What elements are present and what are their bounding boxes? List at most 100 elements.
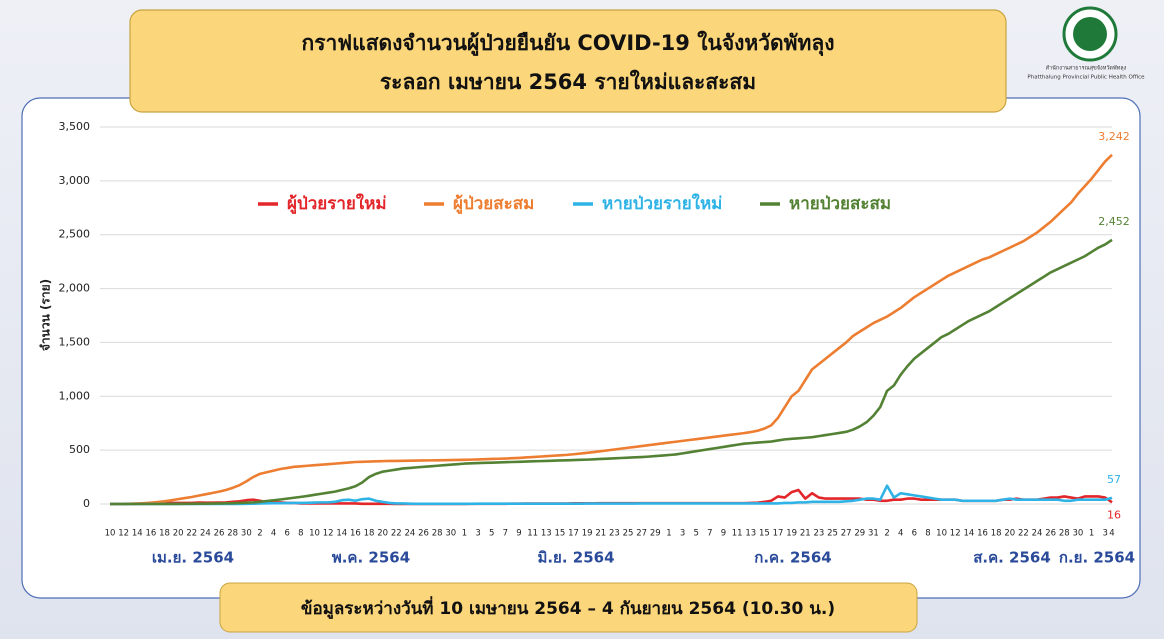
x-tick-label: 1 <box>1089 529 1094 539</box>
end-label: 57 <box>1107 473 1121 486</box>
logo-text: สำนักงานสาธารณสุขจังหวัดพัทลุง <box>1046 65 1127 72</box>
x-tick-label: 22 <box>1018 529 1029 539</box>
x-tick-label: 16 <box>977 529 988 539</box>
title-box <box>129 9 1007 113</box>
x-tick-label: 25 <box>623 529 634 539</box>
x-tick-label: 23 <box>813 529 824 539</box>
x-tick-label: 12 <box>118 529 129 539</box>
legend-label: หายป่วยรายใหม่ <box>602 193 722 214</box>
x-tick-label: 12 <box>950 529 961 539</box>
x-tick-label: 26 <box>214 529 225 539</box>
x-tick-label: 14 <box>336 529 347 539</box>
x-tick-label: 3 <box>475 529 480 539</box>
x-tick-label: 20 <box>173 529 184 539</box>
y-tick-label: 2,000 <box>59 282 91 295</box>
footer-box <box>219 582 918 633</box>
x-tick-label: 24 <box>1032 529 1043 539</box>
x-tick-label: 4 <box>271 529 276 539</box>
x-tick-label: 23 <box>609 529 620 539</box>
x-tick-label: 2 <box>884 529 889 539</box>
month-label: พ.ค. 2564 <box>332 549 410 567</box>
x-tick-label: 29 <box>650 529 661 539</box>
x-tick-label: 5 <box>489 529 494 539</box>
x-tick-label: 1 <box>462 529 467 539</box>
series-line <box>110 484 1113 506</box>
chart-subtitle: ระลอก เมษายน 2564 รายใหม่และสะสม <box>380 69 756 94</box>
x-tick-label: 10 <box>105 529 116 539</box>
month-label: ส.ค. 2564 <box>973 549 1051 567</box>
x-tick-label: 13 <box>745 529 756 539</box>
x-tick-label: 6 <box>912 529 917 539</box>
x-tick-label: 20 <box>377 529 388 539</box>
x-tick-label: 24 <box>200 529 211 539</box>
x-tick-label: 14 <box>963 529 974 539</box>
month-label: ก.ค. 2564 <box>754 549 831 567</box>
end-label: 16 <box>1107 508 1121 521</box>
x-tick-label: 16 <box>350 529 361 539</box>
chart-panel <box>21 97 1141 599</box>
x-tick-label: 8 <box>925 529 930 539</box>
x-tick-label: 11 <box>527 529 538 539</box>
x-tick-label: 26 <box>1045 529 1056 539</box>
x-tick-label: 10 <box>936 529 947 539</box>
x-tick-label: 13 <box>541 529 552 539</box>
y-tick-label: 1,500 <box>59 335 91 348</box>
y-tick-label: 0 <box>83 497 90 510</box>
x-tick-label: 21 <box>595 529 606 539</box>
series-line <box>109 153 1113 506</box>
x-tick-label: 30 <box>445 529 456 539</box>
x-tick-label: 4 <box>898 529 903 539</box>
footer-text: ข้อมูลระหว่างวันที่ 10 เมษายน 2564 – 4 ก… <box>301 596 835 620</box>
x-tick-label: 1 <box>666 529 671 539</box>
logo-text: Phatthalung Provincial Public Health Off… <box>1027 75 1145 81</box>
x-tick-label: 15 <box>759 529 770 539</box>
month-label: ก.ย. 2564 <box>1059 549 1135 567</box>
x-tick-label: 10 <box>309 529 320 539</box>
x-tick-label: 31 <box>868 529 879 539</box>
x-tick-label: 19 <box>582 529 593 539</box>
x-tick-label: 27 <box>841 529 852 539</box>
x-tick-label: 27 <box>636 529 647 539</box>
y-tick-label: 500 <box>69 443 90 456</box>
month-label: มิ.ย. 2564 <box>537 549 614 567</box>
x-tick-label: 28 <box>1059 529 1070 539</box>
month-label: เม.ย. 2564 <box>152 549 234 567</box>
x-tick-label: 29 <box>854 529 865 539</box>
x-tick-label: 21 <box>800 529 811 539</box>
x-tick-label: 9 <box>516 529 521 539</box>
x-tick-label: 28 <box>432 529 443 539</box>
x-tick-label: 19 <box>786 529 797 539</box>
x-tick-label: 17 <box>773 529 784 539</box>
y-tick-label: 3,500 <box>59 120 91 133</box>
x-tick-label: 18 <box>159 529 170 539</box>
legend-label: ผู้ป่วยรายใหม่ <box>287 193 387 215</box>
x-tick-label: 18 <box>991 529 1002 539</box>
end-label: 3,242 <box>1098 130 1130 143</box>
series-line <box>110 238 1113 506</box>
x-tick-label: 11 <box>732 529 743 539</box>
x-tick-label: 17 <box>568 529 579 539</box>
x-tick-label: 30 <box>241 529 252 539</box>
x-tick-label: 3 <box>1102 529 1107 539</box>
x-tick-label: 16 <box>145 529 156 539</box>
x-tick-label: 25 <box>827 529 838 539</box>
legend-label: หายป่วยสะสม <box>789 194 891 214</box>
x-tick-label: 9 <box>721 529 726 539</box>
x-tick-label: 6 <box>285 529 290 539</box>
x-tick-label: 20 <box>1004 529 1015 539</box>
y-axis-label: จำนวน (ราย) <box>39 279 53 351</box>
y-tick-label: 1,000 <box>59 389 91 402</box>
logo-core <box>1073 17 1107 51</box>
x-tick-label: 4 <box>1109 529 1114 539</box>
x-tick-label: 7 <box>503 529 508 539</box>
x-tick-label: 30 <box>1073 529 1084 539</box>
x-tick-label: 26 <box>418 529 429 539</box>
x-tick-label: 28 <box>227 529 238 539</box>
chart-title: กราฟแสดงจำนวนผู้ป่วยยืนยัน COVID-19 ในจั… <box>302 30 835 57</box>
logo: สำนักงานสาธารณสุขจังหวัดพัทลุง Phatthalu… <box>1027 6 1145 81</box>
x-tick-label: 22 <box>391 529 402 539</box>
y-tick-label: 2,500 <box>59 228 91 241</box>
end-label: 2,452 <box>1098 215 1130 228</box>
